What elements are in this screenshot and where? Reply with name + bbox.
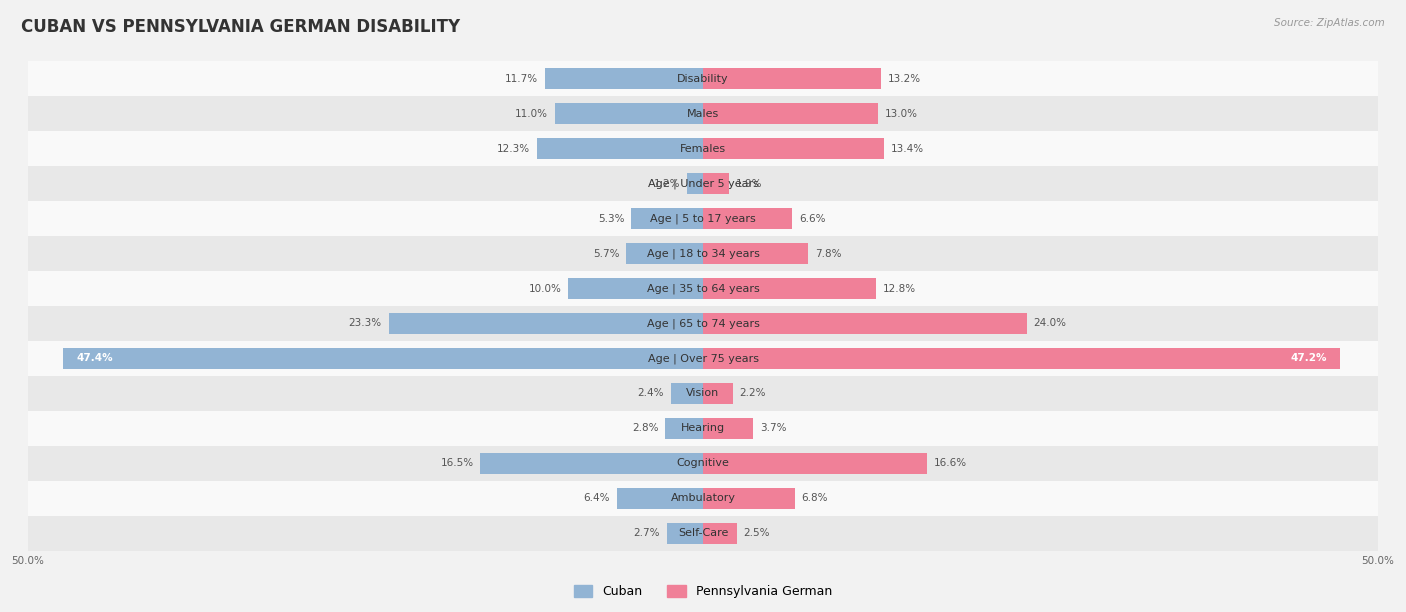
- Text: 3.7%: 3.7%: [759, 424, 786, 433]
- Bar: [28, 61, 1378, 96]
- Text: 1.9%: 1.9%: [735, 179, 762, 188]
- Text: CUBAN VS PENNSYLVANIA GERMAN DISABILITY: CUBAN VS PENNSYLVANIA GERMAN DISABILITY: [21, 18, 460, 36]
- Text: 16.5%: 16.5%: [440, 458, 474, 468]
- Bar: [686, 173, 703, 194]
- Text: 5.3%: 5.3%: [598, 214, 624, 223]
- Bar: [28, 341, 1378, 376]
- Text: 6.8%: 6.8%: [801, 493, 828, 503]
- Bar: [703, 138, 884, 159]
- Text: Disability: Disability: [678, 73, 728, 84]
- Bar: [703, 453, 927, 474]
- Bar: [703, 418, 754, 439]
- Text: 13.4%: 13.4%: [890, 144, 924, 154]
- Bar: [703, 313, 1026, 334]
- Bar: [671, 383, 703, 404]
- Text: Ambulatory: Ambulatory: [671, 493, 735, 503]
- Bar: [28, 411, 1378, 446]
- Legend: Cuban, Pennsylvania German: Cuban, Pennsylvania German: [568, 580, 838, 603]
- Bar: [28, 446, 1378, 481]
- Text: Age | 35 to 64 years: Age | 35 to 64 years: [647, 283, 759, 294]
- Text: 47.2%: 47.2%: [1291, 354, 1327, 364]
- Text: 13.0%: 13.0%: [886, 109, 918, 119]
- Bar: [703, 523, 737, 544]
- Text: Age | 65 to 74 years: Age | 65 to 74 years: [647, 318, 759, 329]
- Bar: [28, 376, 1378, 411]
- Text: 11.7%: 11.7%: [505, 73, 538, 84]
- Text: Age | 18 to 34 years: Age | 18 to 34 years: [647, 248, 759, 259]
- Text: 2.2%: 2.2%: [740, 389, 766, 398]
- Text: Age | 5 to 17 years: Age | 5 to 17 years: [650, 214, 756, 224]
- Bar: [703, 208, 792, 229]
- Text: 16.6%: 16.6%: [934, 458, 967, 468]
- Text: 12.3%: 12.3%: [498, 144, 530, 154]
- Text: Source: ZipAtlas.com: Source: ZipAtlas.com: [1274, 18, 1385, 28]
- Text: 11.0%: 11.0%: [515, 109, 548, 119]
- Text: 24.0%: 24.0%: [1033, 318, 1067, 329]
- Bar: [703, 383, 733, 404]
- Text: Age | Over 75 years: Age | Over 75 years: [648, 353, 758, 364]
- Text: Vision: Vision: [686, 389, 720, 398]
- Text: 2.8%: 2.8%: [631, 424, 658, 433]
- Text: 1.2%: 1.2%: [654, 179, 681, 188]
- Bar: [28, 96, 1378, 131]
- Bar: [537, 138, 703, 159]
- Bar: [28, 131, 1378, 166]
- Text: 13.2%: 13.2%: [889, 73, 921, 84]
- Bar: [28, 201, 1378, 236]
- Text: Females: Females: [681, 144, 725, 154]
- Bar: [703, 488, 794, 509]
- Bar: [617, 488, 703, 509]
- Bar: [631, 208, 703, 229]
- Text: 2.5%: 2.5%: [744, 528, 770, 539]
- Text: 23.3%: 23.3%: [349, 318, 382, 329]
- Text: 6.4%: 6.4%: [583, 493, 610, 503]
- Bar: [28, 306, 1378, 341]
- Bar: [481, 453, 703, 474]
- Bar: [703, 348, 1340, 369]
- Bar: [28, 271, 1378, 306]
- Bar: [63, 348, 703, 369]
- Text: 5.7%: 5.7%: [593, 248, 619, 258]
- Text: 10.0%: 10.0%: [529, 283, 561, 294]
- Bar: [703, 173, 728, 194]
- Bar: [703, 243, 808, 264]
- Text: 2.4%: 2.4%: [637, 389, 664, 398]
- Bar: [568, 278, 703, 299]
- Text: 47.4%: 47.4%: [77, 354, 114, 364]
- Text: 6.6%: 6.6%: [799, 214, 825, 223]
- Bar: [28, 236, 1378, 271]
- Bar: [626, 243, 703, 264]
- Text: 2.7%: 2.7%: [633, 528, 659, 539]
- Text: Cognitive: Cognitive: [676, 458, 730, 468]
- Text: Hearing: Hearing: [681, 424, 725, 433]
- Bar: [28, 516, 1378, 551]
- Text: Males: Males: [688, 109, 718, 119]
- Bar: [703, 278, 876, 299]
- Bar: [388, 313, 703, 334]
- Bar: [666, 523, 703, 544]
- Bar: [665, 418, 703, 439]
- Bar: [703, 68, 882, 89]
- Text: Self-Care: Self-Care: [678, 528, 728, 539]
- Text: 7.8%: 7.8%: [815, 248, 842, 258]
- Bar: [703, 103, 879, 124]
- Bar: [554, 103, 703, 124]
- Text: 12.8%: 12.8%: [883, 283, 915, 294]
- Bar: [546, 68, 703, 89]
- Bar: [28, 481, 1378, 516]
- Text: Age | Under 5 years: Age | Under 5 years: [648, 178, 758, 189]
- Bar: [28, 166, 1378, 201]
